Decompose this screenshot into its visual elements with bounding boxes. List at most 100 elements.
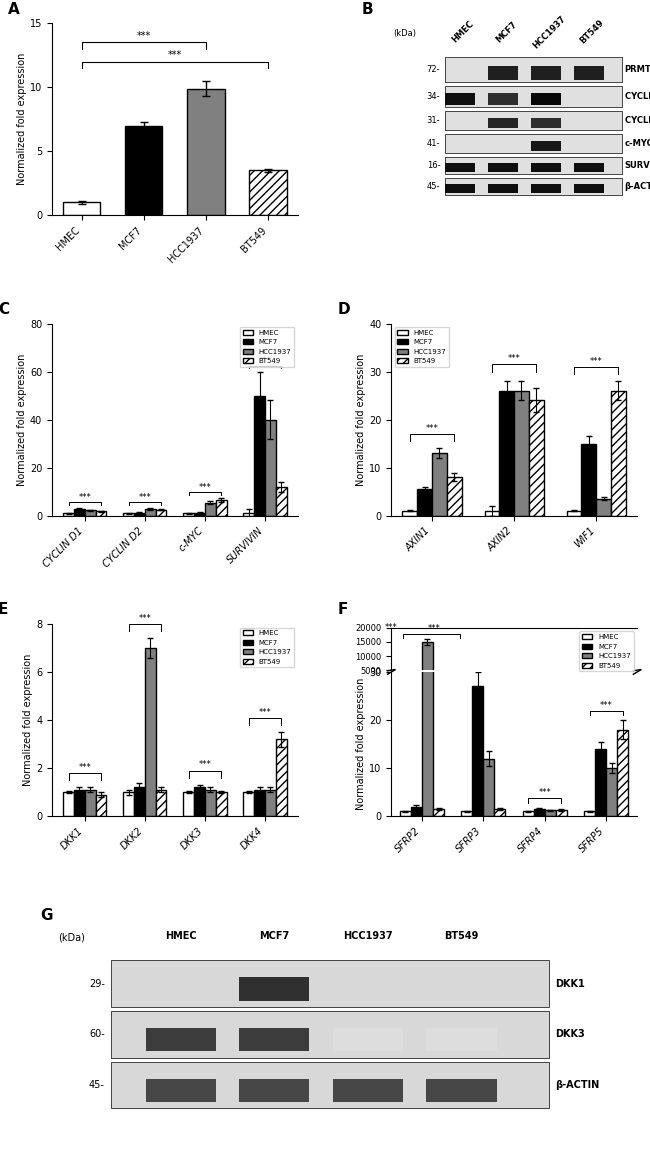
Bar — [582, 444, 596, 516]
Bar — [124, 513, 134, 516]
Bar — [111, 1062, 549, 1108]
Y-axis label: Normalized fold expression: Normalized fold expression — [356, 678, 367, 810]
Y-axis label: Normalized fold expression: Normalized fold expression — [17, 53, 27, 185]
Text: G: G — [40, 909, 53, 924]
Text: ***: *** — [138, 493, 151, 502]
Bar — [531, 184, 561, 194]
Bar — [495, 809, 506, 816]
Bar — [531, 140, 561, 151]
Bar — [333, 1079, 403, 1102]
Text: (kDa): (kDa) — [58, 933, 84, 943]
Text: DKK3: DKK3 — [555, 1029, 585, 1040]
Bar — [111, 1011, 549, 1058]
Bar — [567, 511, 582, 516]
Text: 41-: 41- — [427, 139, 440, 147]
Text: ***: *** — [198, 483, 211, 491]
Bar — [523, 811, 534, 816]
Legend: HMEC, MCF7, HCC1937, BT549: HMEC, MCF7, HCC1937, BT549 — [579, 632, 634, 671]
Text: MCF7: MCF7 — [494, 20, 519, 44]
Bar — [96, 795, 107, 816]
Bar — [484, 758, 495, 816]
Legend: HMEC, MCF7, HCC1937, BT549: HMEC, MCF7, HCC1937, BT549 — [395, 327, 449, 367]
Bar — [473, 686, 484, 816]
Bar — [531, 66, 561, 80]
Text: HMEC: HMEC — [165, 931, 196, 941]
Bar — [596, 498, 611, 516]
Bar — [243, 792, 254, 816]
Bar — [183, 513, 194, 516]
Y-axis label: Normalized fold expression: Normalized fold expression — [356, 353, 367, 486]
Text: 72-: 72- — [427, 65, 440, 74]
Text: 34-: 34- — [427, 92, 440, 101]
Bar — [445, 156, 622, 174]
Text: DKK1: DKK1 — [555, 978, 585, 989]
Bar — [134, 787, 145, 816]
Text: BT549: BT549 — [445, 931, 478, 941]
Bar — [488, 94, 518, 104]
Bar — [432, 453, 447, 516]
Bar — [216, 792, 227, 816]
Bar — [84, 510, 96, 516]
Bar — [445, 86, 622, 107]
Bar — [488, 184, 518, 194]
Bar — [462, 811, 473, 816]
Bar — [239, 1028, 309, 1051]
Bar — [433, 809, 444, 816]
Bar — [618, 730, 629, 816]
Bar — [125, 125, 162, 216]
Text: C: C — [0, 302, 9, 318]
Text: ***: *** — [385, 624, 398, 632]
Text: CYCLIN D1: CYCLIN D1 — [625, 92, 650, 101]
Text: 45-: 45- — [427, 182, 440, 191]
Bar — [124, 792, 134, 816]
Text: β-ACTIN: β-ACTIN — [625, 182, 650, 191]
Text: MCF7: MCF7 — [259, 931, 289, 941]
Bar — [183, 792, 194, 816]
Bar — [556, 810, 567, 816]
Bar — [545, 810, 556, 816]
Bar — [111, 961, 549, 1007]
Bar — [531, 94, 561, 104]
Text: ***: *** — [259, 707, 272, 716]
Bar — [216, 501, 227, 516]
Text: β-ACTIN: β-ACTIN — [555, 1080, 599, 1091]
Bar — [205, 789, 216, 816]
Text: PRMT5: PRMT5 — [625, 65, 650, 74]
Legend: HMEC, MCF7, HCC1937, BT549: HMEC, MCF7, HCC1937, BT549 — [240, 627, 294, 668]
Bar — [250, 170, 287, 216]
Text: HCC1937: HCC1937 — [531, 14, 567, 50]
Text: ***: *** — [79, 763, 91, 772]
Bar — [445, 163, 474, 172]
Text: D: D — [337, 302, 350, 318]
Text: ***: *** — [136, 31, 151, 41]
Bar — [531, 117, 561, 127]
Bar — [575, 163, 604, 172]
Bar — [239, 977, 309, 1000]
Text: ***: *** — [168, 50, 182, 60]
Bar — [531, 163, 561, 172]
Bar — [575, 66, 604, 80]
Bar — [63, 203, 100, 216]
Bar — [514, 391, 529, 516]
Bar — [606, 768, 618, 816]
Text: HCC1937: HCC1937 — [343, 931, 393, 941]
Text: CYCLIN D3: CYCLIN D3 — [625, 116, 650, 125]
Bar — [417, 489, 432, 516]
Text: 31-: 31- — [427, 116, 440, 125]
Text: B: B — [361, 1, 373, 16]
Bar — [499, 391, 514, 516]
Bar — [445, 110, 622, 130]
Text: E: E — [0, 603, 8, 618]
Bar — [584, 811, 595, 816]
Bar — [426, 1028, 497, 1051]
Bar — [333, 1028, 403, 1051]
Text: ***: *** — [79, 493, 91, 502]
Bar — [205, 503, 216, 516]
Bar — [254, 395, 265, 516]
Bar — [254, 789, 265, 816]
Text: 29-: 29- — [89, 978, 105, 989]
Bar — [156, 510, 166, 516]
Bar — [575, 184, 604, 194]
Bar — [611, 391, 626, 516]
Text: ***: *** — [259, 356, 272, 365]
